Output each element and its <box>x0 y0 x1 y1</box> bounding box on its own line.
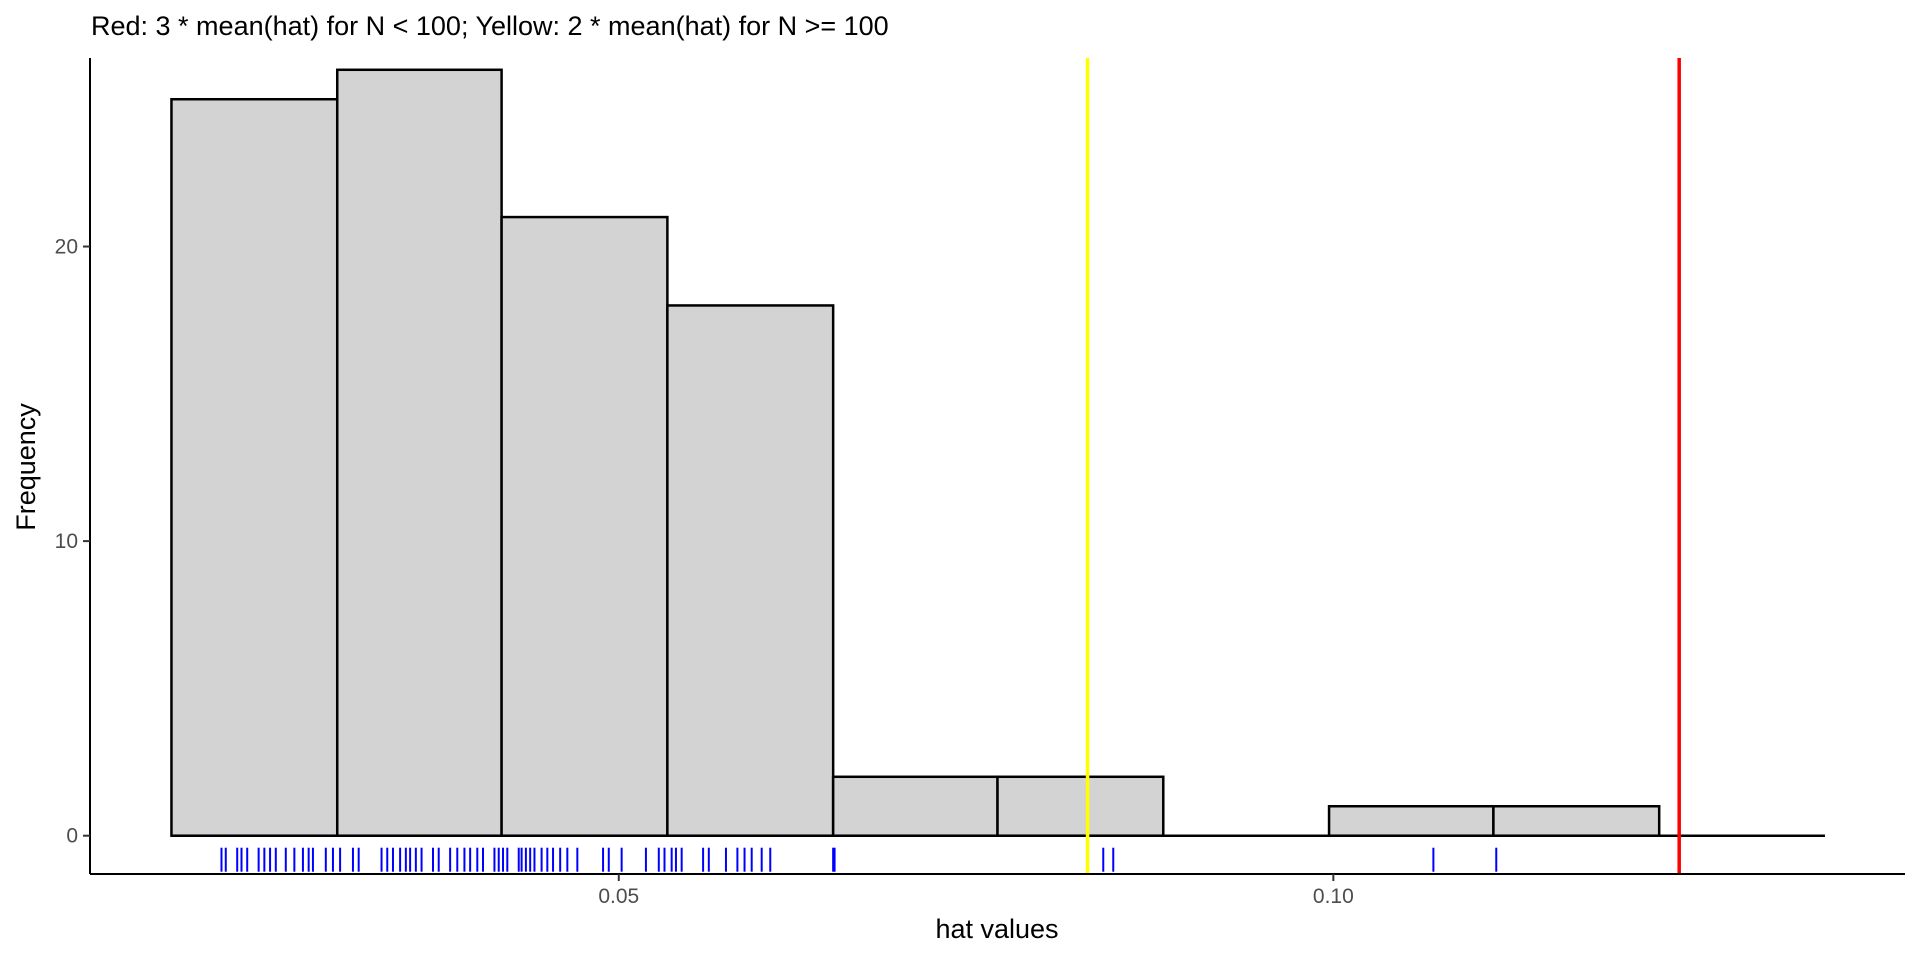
y-axis-title: Frequency <box>11 403 41 531</box>
histogram-bar-8 <box>1327 804 1495 837</box>
histogram-bar-6 <box>996 775 1165 837</box>
y-ticks-layer: 0 10 20 <box>55 236 90 848</box>
y-tick-label-2: 10 <box>55 530 78 553</box>
histogram-bar-5 <box>831 775 999 837</box>
y-tick-label-1: 0 <box>66 825 78 848</box>
histogram-bar-9 <box>1492 804 1661 837</box>
x-tick-label-1: 0.05 <box>598 885 639 908</box>
x-ticks-layer: 0.05 0.10 <box>598 874 1354 908</box>
histogram-bar-1 <box>170 97 339 837</box>
y-tick-label-3: 20 <box>55 236 78 259</box>
rug-layer <box>220 847 1498 872</box>
reference-lines-layer <box>1085 58 1681 874</box>
histogram-bar-3 <box>500 215 669 837</box>
x-axis-title: hat values <box>935 914 1058 944</box>
bars-layer <box>170 68 1825 837</box>
histogram-bar-2 <box>335 68 503 837</box>
x-tick-label-2: 0.10 <box>1313 885 1354 908</box>
chart-title: Red: 3 * mean(hat) for N < 100; Yellow: … <box>91 11 889 41</box>
histogram-bar-4 <box>666 304 835 837</box>
